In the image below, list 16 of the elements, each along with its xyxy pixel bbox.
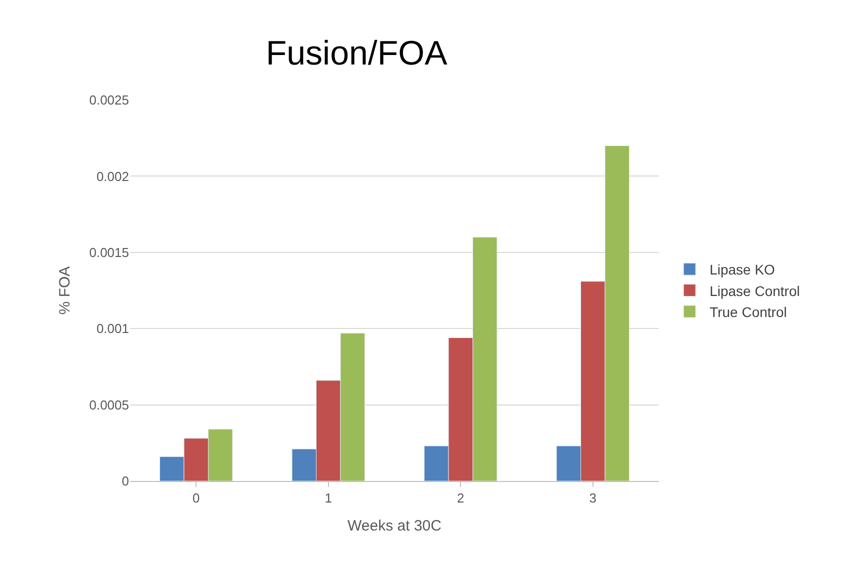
y-tick-label: 0.0005 <box>89 397 129 412</box>
y-tick-label: 0.001 <box>96 321 129 336</box>
x-axis-title: Weeks at 30C <box>348 518 442 535</box>
x-tick-label: 1 <box>324 490 332 506</box>
legend-label: Lipase Control <box>710 282 800 299</box>
y-axis-title: % FOA <box>56 266 74 315</box>
y-tick-label: 0 <box>122 474 129 489</box>
legend-label: Lipase KO <box>710 262 776 278</box>
y-tick-label: 0.002 <box>96 168 129 184</box>
x-tick-label: 3 <box>589 490 596 506</box>
y-tick-label: 0.0025 <box>89 92 129 108</box>
x-tick-label: 2 <box>457 490 464 506</box>
chart-title: Fusion/FOA <box>266 34 448 72</box>
y-tick-label: 0.0015 <box>89 244 129 260</box>
legend-label: True Control <box>710 304 787 320</box>
x-tick-label: 0 <box>192 490 200 506</box>
